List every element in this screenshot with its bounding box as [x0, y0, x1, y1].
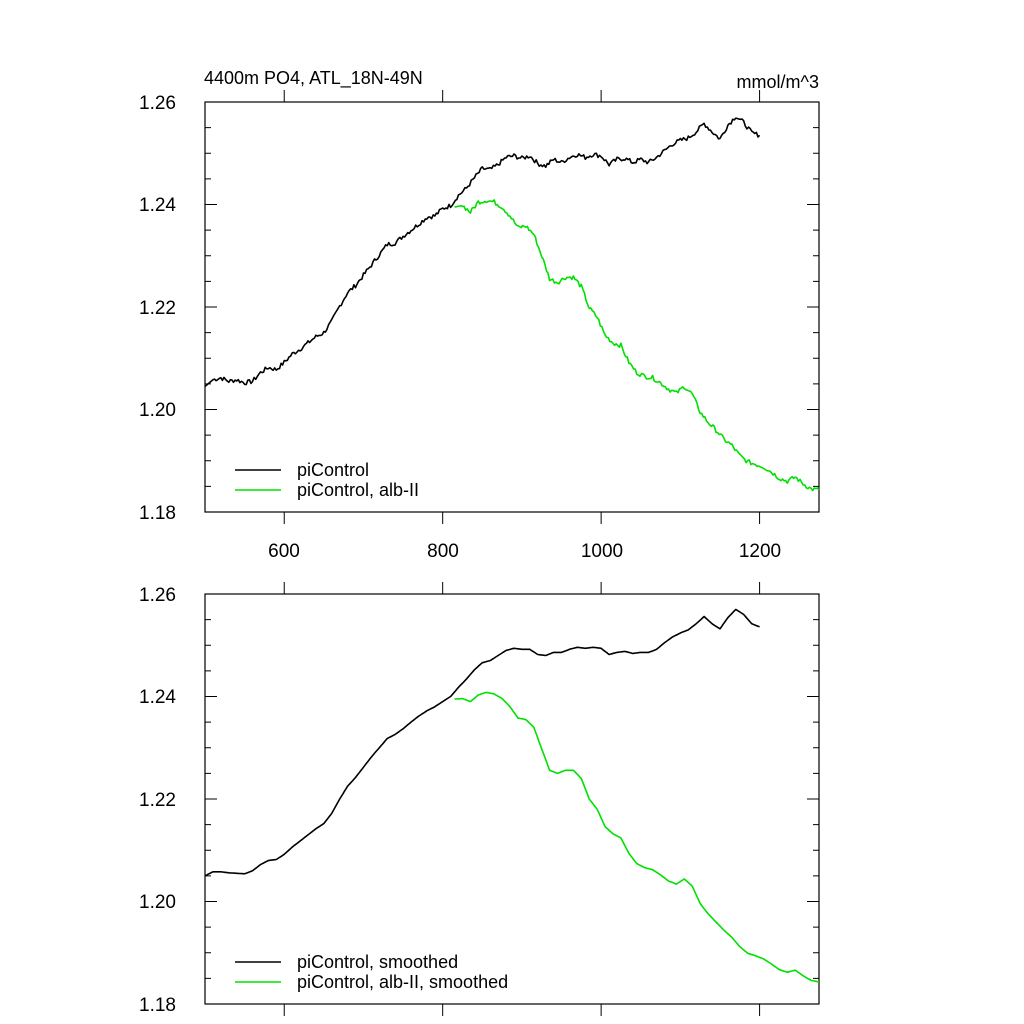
series-line-picontrol	[204, 117, 761, 388]
y-tick-label: 1.26	[139, 585, 176, 606]
plot-frame	[204, 593, 820, 1005]
axis-ticks	[205, 582, 819, 1016]
y-tick-label: 1.26	[139, 93, 176, 114]
series-lines	[204, 117, 820, 492]
top-panel: 4400m PO4, ATL_18N-49N mmol/m^3 1.26 1.2…	[139, 68, 820, 562]
y-tick-label: 1.22	[139, 298, 176, 319]
plot-frame	[204, 101, 820, 513]
legend-label: piControl	[297, 460, 369, 480]
y-tick-label: 1.20	[139, 400, 176, 421]
legend: piControl, smoothed piControl, alb-II, s…	[235, 952, 508, 992]
y-tick-label: 1.24	[139, 687, 176, 708]
x-tick-label: 600	[268, 541, 300, 562]
x-tick-label: 800	[427, 541, 459, 562]
series-line-picontrol	[204, 608, 760, 877]
legend-label: piControl, alb-II, smoothed	[297, 972, 508, 992]
units-label: mmol/m^3	[737, 72, 819, 92]
series-lines	[204, 608, 820, 983]
y-tick-labels: 1.26 1.24 1.22 1.20 1.18	[139, 93, 176, 524]
y-tick-label: 1.18	[139, 995, 176, 1016]
chart-title-left: 4400m PO4, ATL_18N-49N	[204, 68, 423, 89]
y-tick-label: 1.22	[139, 790, 176, 811]
series-line-alb-ii	[454, 691, 820, 983]
bottom-panel: 1.26 1.24 1.22 1.20 1.18 piControl, smoo…	[139, 582, 820, 1016]
legend-label: piControl, smoothed	[297, 952, 458, 972]
x-tick-labels: 600 800 1000 1200	[268, 541, 781, 562]
y-tick-labels: 1.26 1.24 1.22 1.20 1.18	[139, 585, 176, 1016]
x-tick-label: 1200	[739, 541, 781, 562]
series-line-alb-ii	[454, 199, 820, 492]
y-tick-label: 1.18	[139, 503, 176, 524]
axis-ticks	[205, 90, 819, 524]
y-tick-label: 1.20	[139, 892, 176, 913]
x-tick-label: 1000	[581, 541, 623, 562]
legend-label: piControl, alb-II	[297, 480, 419, 500]
y-tick-label: 1.24	[139, 195, 176, 216]
legend: piControl piControl, alb-II	[235, 460, 419, 500]
